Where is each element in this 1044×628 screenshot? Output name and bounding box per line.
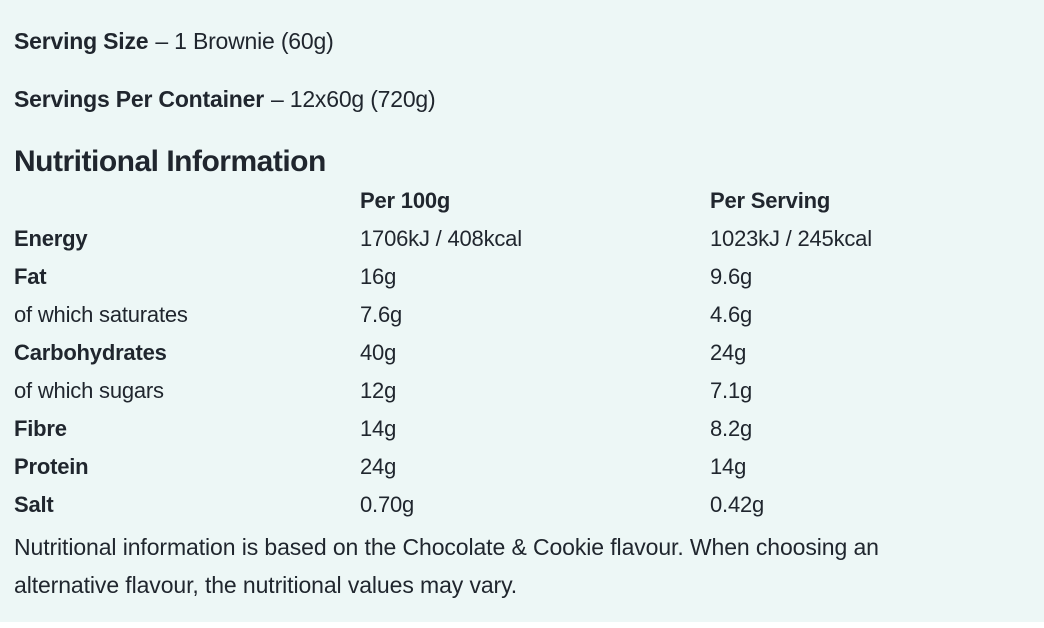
footnote-line-1: Nutritional information is based on the … xyxy=(14,534,879,560)
serving-size-line: Serving Size – 1 Brownie (60g) xyxy=(14,0,1030,56)
row-label: Energy xyxy=(14,226,88,251)
servings-per-container-value: – 12x60g (720g) xyxy=(270,86,436,112)
row-label: of which sugars xyxy=(14,378,164,403)
row-value-per-serving: 4.6g xyxy=(710,302,753,327)
row-value-per-serving: 0.42g xyxy=(710,492,765,517)
nutrition-table: Per 100g Per Serving Energy 1706kJ / 408k… xyxy=(14,182,1030,524)
row-label: Protein xyxy=(14,454,89,479)
row-label: Fat xyxy=(14,264,47,289)
row-value-per-serving: 8.2g xyxy=(710,416,753,441)
servings-per-container-line: Servings Per Container – 12x60g (720g) xyxy=(14,84,1030,114)
section-title: Nutritional Information xyxy=(14,145,326,178)
row-value-per-100g: 12g xyxy=(360,378,397,403)
row-label: Fibre xyxy=(14,416,67,441)
row-value-per-100g: 14g xyxy=(360,416,397,441)
bottom-strip xyxy=(0,622,1044,628)
row-value-per-100g: 0.70g xyxy=(360,492,415,517)
row-label: of which saturates xyxy=(14,302,188,327)
row-value-per-100g: 16g xyxy=(360,264,397,289)
row-value-per-serving: 9.6g xyxy=(710,264,753,289)
footnote-line-2: alternative flavour, the nutritional val… xyxy=(14,571,518,598)
column-header-per-100g: Per 100g xyxy=(360,188,451,213)
footnote: Nutritional information is based on the … xyxy=(14,529,1030,604)
table-corner-cell xyxy=(14,182,360,220)
serving-size-value: – 1 Brownie (60g) xyxy=(155,28,334,54)
row-value-per-100g: 40g xyxy=(360,340,397,365)
servings-per-container-label: Servings Per Container xyxy=(14,86,264,112)
row-value-per-serving: 7.1g xyxy=(710,378,753,403)
serving-size-label: Serving Size xyxy=(14,28,149,54)
row-label: Salt xyxy=(14,492,54,517)
row-value-per-serving: 14g xyxy=(710,454,747,479)
row-label: Carbohydrates xyxy=(14,340,167,365)
row-value-per-100g: 7.6g xyxy=(360,302,403,327)
row-value-per-serving: 1023kJ / 245kcal xyxy=(710,226,872,251)
row-value-per-100g: 1706kJ / 408kcal xyxy=(360,226,522,251)
row-value-per-100g: 24g xyxy=(360,454,397,479)
row-value-per-serving: 24g xyxy=(710,340,747,365)
column-header-per-serving: Per Serving xyxy=(710,188,831,213)
